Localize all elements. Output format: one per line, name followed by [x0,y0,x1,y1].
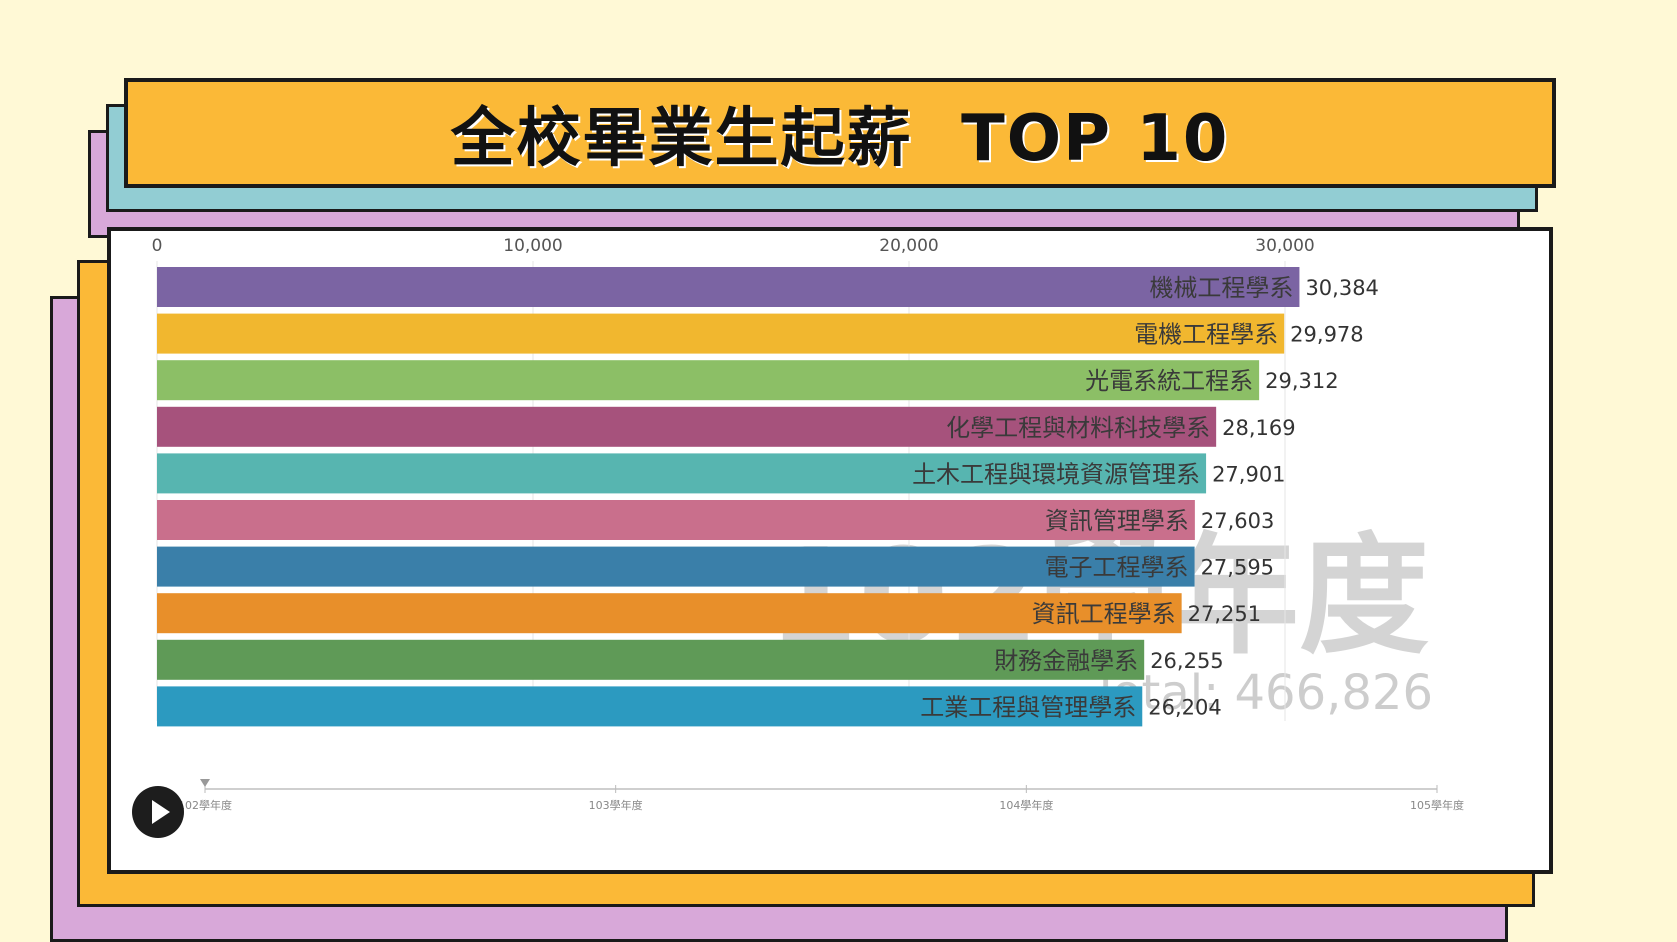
bar-value-label: 26,255 [1150,649,1223,673]
bar-value-label: 27,595 [1201,556,1274,580]
bar-category-label: 機械工程學系 [1149,274,1293,302]
x-tick-label: 30,000 [1255,236,1314,256]
title-banner: 全校畢業生起薪 TOP 10 [124,78,1556,188]
bar [157,639,1145,680]
x-tick-label: 0 [152,236,163,256]
bar-value-label: 27,901 [1212,462,1285,486]
play-icon [152,800,170,824]
bar-category-label: 電子工程學系 [1045,554,1189,582]
chart-title: 全校畢業生起薪 TOP 10 [450,102,1230,176]
bar-category-label: 資訊工程學系 [1032,600,1176,628]
bar-category-label: 資訊管理學系 [1045,507,1189,535]
timeline-label: 105學年度 [1410,798,1464,812]
x-tick-label: 20,000 [879,236,938,256]
bar-category-label: 化學工程與材料科技學系 [946,414,1210,442]
bar-value-label: 30,384 [1305,276,1378,300]
bar [157,593,1182,634]
bar [157,453,1207,494]
bar-category-label: 財務金融學系 [994,647,1138,675]
timeline-label: 104學年度 [999,798,1053,812]
bar-category-label: 土木工程與環境資源管理系 [912,460,1200,488]
bar [157,267,1300,307]
timeline-label: 102學年度 [178,798,232,812]
x-tick-label: 10,000 [503,236,562,256]
bar [157,500,1195,540]
bar-value-label: 29,312 [1265,369,1338,393]
bar [157,313,1285,354]
bar-value-label: 27,251 [1188,602,1261,626]
bar [157,406,1217,447]
bar-value-label: 27,603 [1201,509,1274,533]
bar-value-label: 29,978 [1290,323,1363,347]
bar [157,546,1195,587]
timeline-label: 103學年度 [589,798,643,812]
bar-value-label: 26,204 [1148,695,1221,719]
watermark-total: Total: 466,826 [1090,665,1433,721]
timeline-handle[interactable] [200,779,210,787]
play-button[interactable] [132,786,184,838]
bar-category-label: 工業工程與管理學系 [920,693,1136,721]
bar [157,360,1260,401]
bar [157,686,1143,727]
bar-category-label: 電機工程學系 [1134,321,1278,349]
bar-chart: 102學年度 Total: 466,826 0 10,000 20,000 30,000 機… [152,236,1464,812]
bar-value-label: 28,169 [1222,416,1295,440]
chart-panel: 102學年度 Total: 466,826 0 10,000 20,000 30,000 機… [107,227,1553,874]
bar-category-label: 光電系統工程系 [1085,367,1253,395]
